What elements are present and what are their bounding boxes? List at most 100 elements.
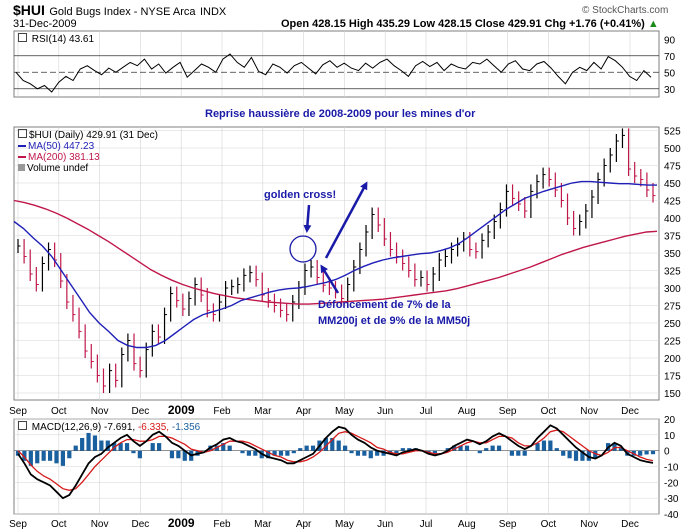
month-tick-label: Nov [580,406,598,417]
month-tick-label: Aug [458,519,476,530]
index-name: Gold Bugs Index - NYSE Arca [49,6,196,18]
price-tick-label: 350 [664,249,681,260]
month-tick-label: Nov [91,519,109,530]
month-tick-label: Jul [420,406,433,417]
ohlc-readout: Open 428.15 High 435.29 Low 428.15 Close… [281,18,659,30]
stockcharts-watermark: © StockCharts.com [582,5,669,16]
price-tick-label: 325 [664,267,681,278]
price-tick-label: 225 [664,337,681,348]
macd-tick-label: -20 [664,478,679,489]
month-tick-label: Dec [132,406,150,417]
price-tick-label: 400 [664,214,681,225]
price-tick-label: 250 [664,319,681,330]
month-tick-label: Sep [9,406,27,417]
price-tick-label: 375 [664,232,681,243]
month-tick-label: May [335,406,354,417]
rsi-series [15,53,652,93]
month-tick-label: Oct [51,406,67,417]
rsi-tick-label: 90 [664,35,676,46]
price-tick-label: 475 [664,162,681,173]
month-tick-label: Apr [296,406,312,417]
rsi-label: RSI(14) 43.61 [18,33,94,45]
exchange: INDX [199,6,227,18]
up-arrow-icon: ▲ [647,18,659,30]
month-tick-label: May [335,519,354,530]
volume-icon [18,164,25,171]
price-tick-label: 300 [664,284,681,295]
ohlc-text: Open 428.15 High 435.29 Low 428.15 Close… [281,18,645,30]
price-legend: $HUI (Daily) 429.91 (31 Dec) MA(50) 447.… [18,129,158,174]
ma200-line [13,199,658,305]
macd-signal-line [17,429,654,491]
legend-volume: Volume undef [18,163,158,174]
macd-tick-label: 10 [664,431,676,442]
price-tick-label: 525 [664,127,681,138]
rsi-panel [13,30,660,98]
ma50-line [13,180,657,349]
month-tick-label: Aug [458,406,476,417]
month-tick-label: Apr [296,519,312,530]
price-tick-label: 150 [664,389,681,400]
legend-price: $HUI (Daily) 429.91 (31 Dec) [18,129,158,141]
macd-tick-label: 0 [664,447,670,458]
month-tick-label: Dec [621,406,639,417]
month-tick-label: Dec [621,519,639,530]
price-series [13,128,658,393]
legend-ma50: MA(50) 447.23 [18,141,158,152]
price-tick-label: 500 [664,144,681,155]
month-tick-label: Jul [420,519,433,530]
legend-ma200-text: MA(200) 381.13 [28,152,100,163]
macd-tick-label: -30 [664,494,679,505]
month-tick-label: Jun [377,406,393,417]
symbol: $HUI [13,2,45,18]
macd-series [15,424,656,500]
price-tick-label: 450 [664,179,681,190]
rsi-tick-label: 30 [664,85,676,96]
macd-signal-value: -6.335, [137,422,170,433]
macd-value: -7.691, [104,422,136,433]
month-tick-label: Sep [499,406,517,417]
month-tick-label: Feb [213,406,231,417]
rsi-tick-label: 70 [664,52,676,63]
rsi-value: RSI(14) 43.61 [31,34,95,45]
macd-line [17,424,654,500]
ma50-swatch-icon [18,145,26,148]
price-tick-label: 200 [664,354,681,365]
price-tick-label: 175 [664,372,681,383]
legend-ma200: MA(200) 381.13 [18,152,158,163]
month-tick-label: Mar [254,519,272,530]
price-tick-label: 425 [664,197,681,208]
golden-cross-circle [289,235,317,263]
chart-header: $HUI Gold Bugs Index - NYSE Arca INDX [13,2,226,20]
breakdown-label-line1: Défoncement de 7% de la [318,299,451,311]
breakdown-arrow [320,264,340,294]
title-annotation: Reprise haussière de 2008-2009 pour les … [205,108,476,120]
month-tick-label: Oct [51,519,67,530]
month-tick-label: Sep [499,519,517,530]
month-tick-label: 2009 [168,516,195,530]
checkbox-icon [18,129,27,138]
macd-tick-label: 20 [664,415,676,426]
month-tick-label: Sep [9,519,27,530]
month-tick-label: Feb [213,519,231,530]
rally-arrow [324,181,368,259]
price-tick-label: 275 [664,302,681,313]
month-tick-label: Dec [132,519,150,530]
legend-price-text: $HUI (Daily) 429.91 (31 Dec) [29,130,158,141]
golden-cross-arrow [303,204,312,233]
header-date: 31-Dec-2009 [13,18,77,30]
axes: 90 70 50 30 525 500 475 450 425 400 375 350 325 300 27… [9,35,681,530]
month-tick-label: Nov [580,519,598,530]
month-tick-label: Oct [541,406,557,417]
month-tick-label: 2009 [168,403,195,417]
macd-label: MACD(12,26,9) [31,422,102,433]
checkbox-icon [18,421,27,430]
breakdown-label-line2: MM200j et de 9% de la MM50j [318,315,471,327]
month-tick-label: Mar [254,406,272,417]
legend-ma50-text: MA(50) 447.23 [28,141,95,152]
checkbox-icon [18,33,27,42]
legend-volume-text: Volume undef [27,163,89,174]
macd-hist-value: -1.356 [171,422,201,433]
ma200-swatch-icon [18,156,26,159]
